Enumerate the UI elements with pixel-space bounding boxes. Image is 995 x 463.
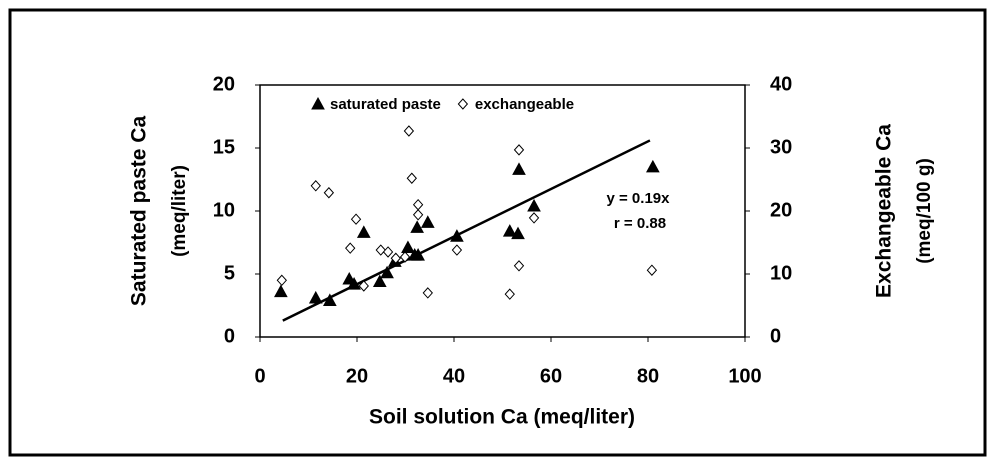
point xyxy=(323,186,335,199)
point xyxy=(646,264,658,276)
point xyxy=(504,288,515,300)
point xyxy=(528,212,540,224)
y-tick-label: 20 xyxy=(213,73,235,95)
y-tick-label: 5 xyxy=(224,262,235,284)
point xyxy=(511,226,525,240)
point xyxy=(502,224,517,237)
point xyxy=(403,125,415,137)
x-tick-label: 20 xyxy=(346,365,368,387)
point xyxy=(646,159,660,173)
point xyxy=(412,209,424,221)
point xyxy=(390,252,401,264)
legend-label: saturated paste xyxy=(330,96,441,113)
point xyxy=(420,215,435,228)
point xyxy=(372,274,387,288)
x-tick-label: 0 xyxy=(254,365,265,387)
point xyxy=(527,198,541,212)
y2-tick-label: 20 xyxy=(770,199,792,221)
point xyxy=(356,225,371,238)
legend-marker xyxy=(457,98,469,110)
point xyxy=(399,251,411,263)
y-tick-label: 10 xyxy=(213,199,235,221)
point xyxy=(513,260,525,272)
y2-axis-label: (meq/100 g) xyxy=(914,158,935,264)
point xyxy=(276,274,287,287)
point xyxy=(406,172,417,184)
y-axis-label: (meq/liter) xyxy=(169,165,190,257)
legend-label: exchangeable xyxy=(475,96,574,113)
point xyxy=(274,284,288,298)
point xyxy=(411,248,425,261)
point xyxy=(401,240,415,254)
chart-frame xyxy=(8,8,987,457)
y-tick-label: 15 xyxy=(213,136,235,158)
point xyxy=(380,265,394,279)
x-axis-label: Soil solution Ca (meq/liter) xyxy=(369,406,635,429)
point xyxy=(410,220,424,233)
point xyxy=(358,280,369,292)
x-tick-label: 100 xyxy=(728,365,761,387)
y-tick-label: 0 xyxy=(224,325,235,347)
x-tick-label: 40 xyxy=(443,365,465,387)
y2-tick-label: 40 xyxy=(770,73,792,95)
point xyxy=(513,144,525,156)
point xyxy=(310,180,321,192)
point xyxy=(451,244,463,256)
point xyxy=(308,290,323,304)
y2-tick-label: 0 xyxy=(770,325,781,347)
x-tick-label: 80 xyxy=(637,365,659,387)
annotation: y = 0.19x xyxy=(607,190,671,207)
point xyxy=(422,287,433,299)
x-tick-label: 60 xyxy=(540,365,562,387)
y2-tick-label: 10 xyxy=(770,262,792,284)
point xyxy=(345,242,356,254)
annotation: r = 0.88 xyxy=(614,215,666,232)
point xyxy=(375,244,386,256)
point xyxy=(450,229,464,242)
point xyxy=(322,293,337,306)
legend-marker xyxy=(311,96,325,110)
y2-axis-label: Exchangeable Ca xyxy=(873,124,896,298)
point xyxy=(512,162,526,175)
point xyxy=(347,277,361,290)
point xyxy=(382,246,394,258)
y2-tick-label: 30 xyxy=(770,136,792,158)
trendline xyxy=(282,139,651,322)
y-axis-label: Saturated paste Ca xyxy=(128,116,151,307)
point xyxy=(350,213,362,225)
